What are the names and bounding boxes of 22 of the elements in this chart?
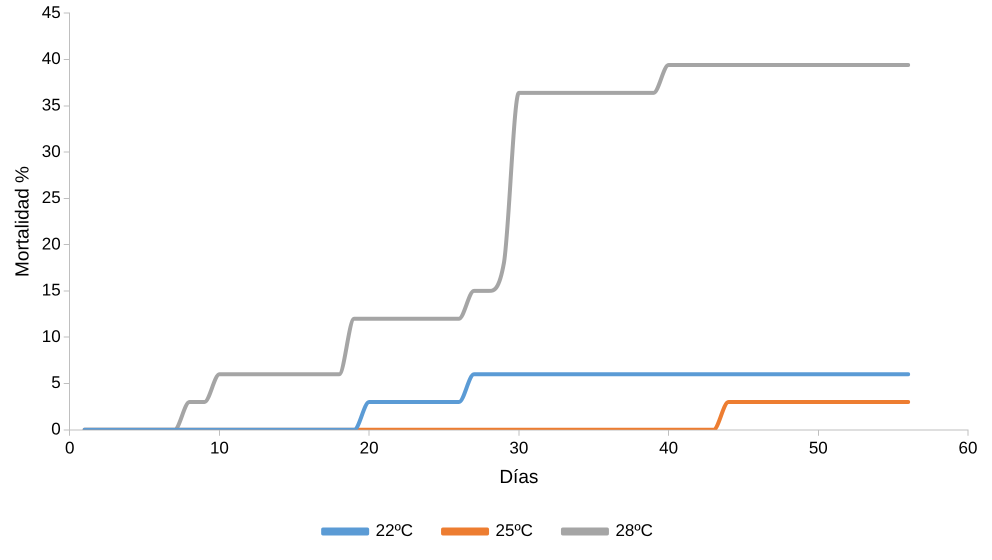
x-tick-label: 30 <box>509 438 528 458</box>
y-tick-label: 0 <box>51 419 61 438</box>
legend-label: 25ºC <box>496 521 533 540</box>
legend-label: 22ºC <box>376 521 414 540</box>
y-tick-label: 10 <box>42 326 61 346</box>
legend-label: 28ºC <box>615 521 653 540</box>
y-tick-label: 40 <box>42 49 61 68</box>
x-tick-label: 40 <box>659 438 678 458</box>
y-tick-label: 20 <box>42 234 61 254</box>
y-axis-title: Mortalidad % <box>12 166 34 277</box>
x-tick-label: 50 <box>808 438 828 458</box>
y-tick-label: 45 <box>42 2 61 22</box>
y-tick-label: 15 <box>42 280 61 300</box>
x-tick-label: 20 <box>360 438 379 458</box>
y-tick-label: 30 <box>42 142 61 161</box>
x-axis-title: Días <box>499 466 538 488</box>
y-tick-label: 5 <box>51 373 61 392</box>
x-tick-label: 0 <box>64 438 74 458</box>
y-tick-label: 25 <box>42 188 61 208</box>
y-tick-label: 35 <box>42 95 61 114</box>
x-tick-label: 10 <box>210 438 229 458</box>
x-tick-label: 60 <box>958 438 978 458</box>
